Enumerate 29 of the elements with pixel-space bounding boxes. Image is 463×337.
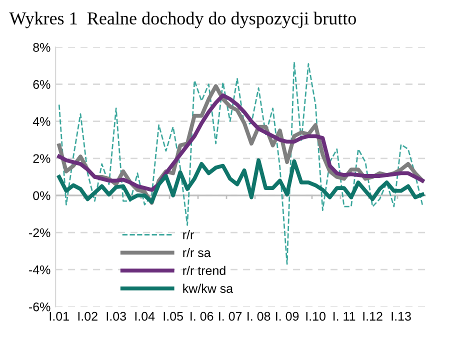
y-tick-label: 2% xyxy=(33,154,50,163)
line-series xyxy=(57,158,424,204)
y-tick-label: -2% xyxy=(29,228,50,238)
y-tick-label: 6% xyxy=(33,80,50,89)
chart-title: Wykres 1 Realne dochody do dyspozycji brutto xyxy=(9,12,356,28)
x-tick-label: I.04 xyxy=(135,312,155,321)
y-tick-label: 0% xyxy=(33,191,50,200)
legend-label: r/r sa xyxy=(183,248,211,258)
y-tick-label: -6% xyxy=(29,302,50,312)
x-tick-label: I. 11 xyxy=(334,312,356,321)
x-tick-label: I.13 xyxy=(392,312,411,321)
legend-label: r/r xyxy=(183,230,194,240)
x-tick-label: I.12 xyxy=(363,312,382,321)
x-tick-label: I.01 xyxy=(50,312,69,321)
x-tick-label: I.03 xyxy=(106,312,126,321)
y-tick-label: -4% xyxy=(29,265,50,274)
x-tick-label: I.10 xyxy=(306,312,326,321)
y-tick-label: 8% xyxy=(33,42,50,52)
x-tick-label: I.02 xyxy=(78,312,98,321)
x-tick-label: I. 09 xyxy=(276,312,299,321)
y-tick-label: 4% xyxy=(32,117,50,126)
x-tick-label: I.05 xyxy=(164,312,183,321)
legend-label: r/r trend xyxy=(183,266,226,276)
x-tick-label: I. 06 xyxy=(190,312,214,321)
x-tick-label: I. 08 xyxy=(248,312,270,321)
legend-label: kw/kw sa xyxy=(183,284,234,293)
x-tick-label: I. 07 xyxy=(219,312,242,321)
line-series xyxy=(58,61,424,265)
line-series xyxy=(57,93,424,192)
